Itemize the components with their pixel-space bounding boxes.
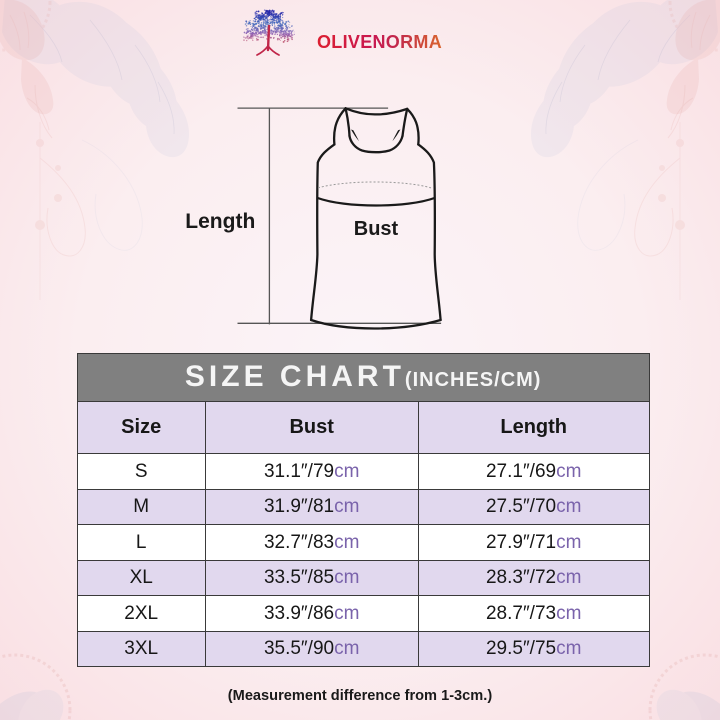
- svg-text:Bust: Bust: [354, 218, 399, 240]
- svg-text:Length: Length: [185, 210, 255, 233]
